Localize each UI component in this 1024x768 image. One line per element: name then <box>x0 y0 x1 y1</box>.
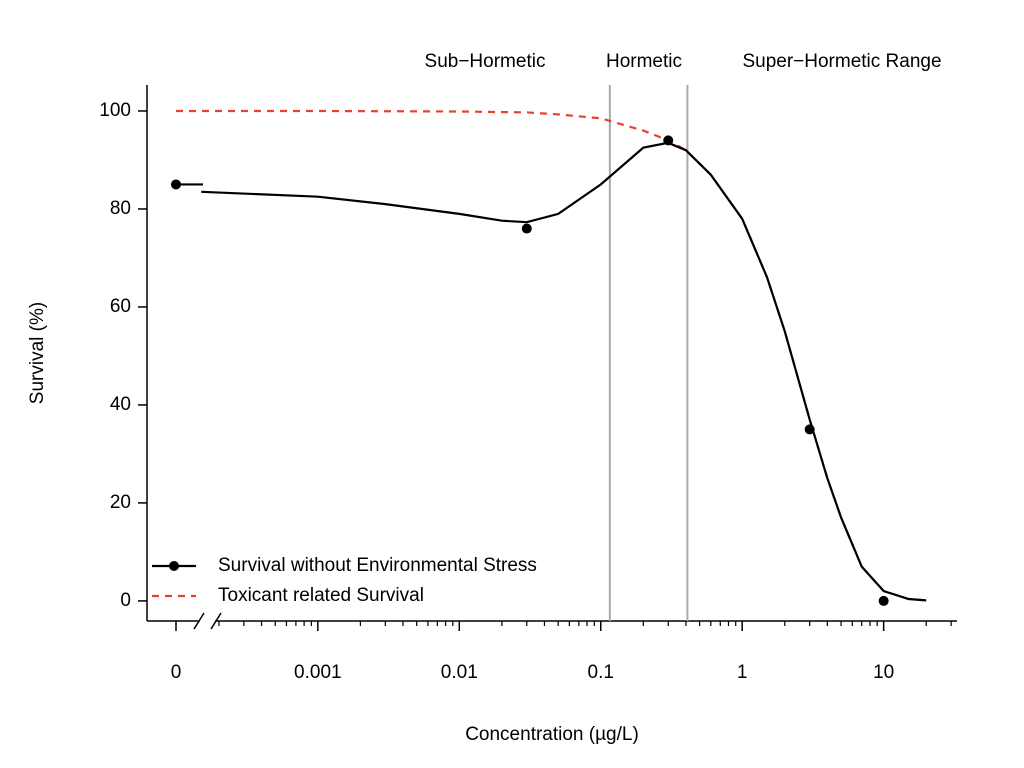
x-tick-label: 0.01 <box>441 662 478 683</box>
axis-break <box>193 612 205 630</box>
y-tick-label: 40 <box>110 394 131 415</box>
legend-marker <box>169 561 179 571</box>
y-tick-label: 20 <box>110 492 131 513</box>
x-tick-label: 0 <box>171 662 182 683</box>
series-line <box>201 141 927 602</box>
x-tick-label: 0.1 <box>588 662 614 683</box>
x-tick-label: 10 <box>873 662 894 683</box>
y-tick-label: 60 <box>110 296 131 317</box>
data-point <box>663 135 674 146</box>
axis-break <box>210 612 222 630</box>
legend-label: Survival without Environmental Stress <box>218 555 537 576</box>
x-tick-label: 0.001 <box>294 662 342 683</box>
region-label: Hormetic <box>606 51 682 72</box>
data-point <box>878 595 889 606</box>
data-point <box>521 223 532 234</box>
y-axis-label: Survival (%) <box>27 302 48 404</box>
x-tick-label: 1 <box>737 662 748 683</box>
x-axis-label: Concentration (µg/L) <box>465 724 639 745</box>
region-label: Sub−Hormetic <box>425 51 546 72</box>
region-label: Super−Hormetic Range <box>742 51 941 72</box>
y-tick-label: 100 <box>99 100 131 121</box>
data-point <box>804 424 815 435</box>
y-tick-label: 80 <box>110 198 131 219</box>
data-point <box>171 179 181 190</box>
legend-label: Toxicant related Survival <box>218 585 424 606</box>
series-line <box>176 109 927 602</box>
y-tick-label: 0 <box>120 590 131 611</box>
